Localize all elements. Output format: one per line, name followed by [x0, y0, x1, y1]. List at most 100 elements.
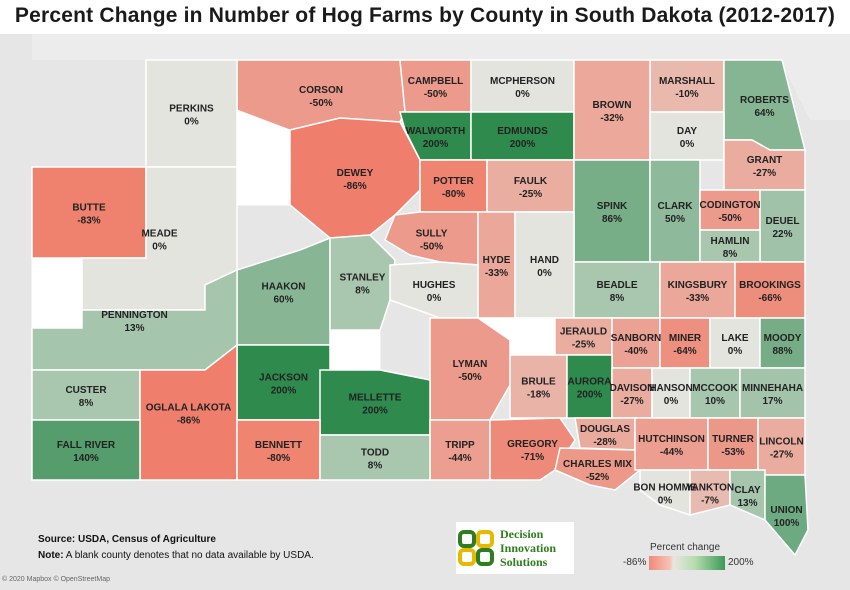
county-name-clark: CLARK	[658, 201, 694, 212]
county-name-mcpherson: MCPHERSON	[490, 76, 555, 87]
county-name-union: UNION	[770, 505, 802, 516]
county-name-turner: TURNER	[712, 434, 754, 445]
county-name-tripp: TRIPP	[445, 440, 475, 451]
county-name-grant: GRANT	[747, 155, 783, 166]
county-value-brookings: -66%	[758, 293, 781, 304]
county-value-turner: -53%	[721, 447, 744, 458]
county-value-spink: 86%	[602, 214, 622, 225]
county-value-haakon: 60%	[273, 295, 293, 306]
logo-line-3: Solutions	[500, 555, 548, 569]
county-lawrence-blank	[31, 257, 83, 329]
county-name-bon-homme: BON HOMME	[633, 483, 697, 494]
county-layer	[31, 59, 809, 557]
county-value-tripp: -44%	[448, 453, 471, 464]
county-value-bennett: -80%	[267, 453, 290, 464]
county-name-clay: CLAY	[734, 485, 761, 496]
county-name-roberts: ROBERTS	[740, 95, 789, 106]
county-value-mellette: 200%	[362, 406, 388, 417]
county-name-miner: MINER	[669, 333, 702, 344]
county-value-roberts: 64%	[754, 108, 774, 119]
county-value-hutchinson: -44%	[660, 447, 683, 458]
county-bon-homme[interactable]	[639, 469, 691, 517]
note-label: Note:	[38, 550, 64, 561]
county-name-fall-river: FALL RIVER	[57, 440, 116, 451]
county-name-hutchinson: HUTCHINSON	[638, 434, 705, 445]
county-name-jerauld: JERAULD	[560, 327, 607, 338]
county-name-deuel: DEUEL	[766, 216, 800, 227]
county-name-lincoln: LINCOLN	[759, 437, 803, 448]
county-value-brown: -32%	[600, 113, 623, 124]
county-value-hand: 0%	[537, 268, 552, 279]
county-name-beadle: BEADLE	[596, 280, 637, 291]
county-name-potter: POTTER	[433, 176, 474, 187]
county-value-stanley: 8%	[355, 286, 370, 297]
county-union[interactable]	[764, 474, 809, 557]
county-name-campbell: CAMPBELL	[408, 76, 464, 87]
county-value-mcpherson: 0%	[515, 89, 530, 100]
county-jones-blank	[329, 329, 381, 371]
map-canvas[interactable]: CORSON -50% CAMPBELL -50% MCPHERSON 0% MARSHAL…	[0, 34, 850, 590]
map-attribution[interactable]: © 2020 Mapbox © OpenStreetMap	[2, 576, 110, 583]
county-value-minnehaha: 17%	[762, 396, 782, 407]
county-value-union: 100%	[774, 518, 800, 529]
county-value-marshall: -10%	[675, 89, 698, 100]
county-dewey[interactable]	[289, 117, 421, 239]
county-name-brookings: BROOKINGS	[739, 280, 801, 291]
county-name-stanley: STANLEY	[340, 273, 386, 284]
county-value-hanson: 0%	[664, 396, 679, 407]
county-name-kingsbury: KINGSBURY	[668, 280, 728, 291]
legend-color-ramp	[649, 556, 725, 570]
county-value-grant: -27%	[753, 168, 776, 179]
county-value-hamlin: 8%	[723, 249, 738, 260]
county-value-lincoln: -27%	[770, 450, 793, 461]
north-dakota-region	[0, 34, 850, 120]
county-name-perkins: PERKINS	[169, 104, 214, 115]
county-value-jackson: 200%	[271, 386, 297, 397]
county-name-aurora: AURORA	[568, 377, 612, 388]
county-name-edmunds: EDMUNDS	[497, 126, 548, 137]
logo-text: Decision Innovation Solutions	[500, 527, 556, 569]
county-name-brule: BRULE	[521, 377, 556, 388]
county-value-day: 0%	[680, 139, 695, 150]
county-buffalo-blank	[476, 317, 556, 356]
county-value-kingsbury: -33%	[686, 293, 709, 304]
county-value-walworth: 200%	[423, 139, 449, 150]
county-name-custer: CUSTER	[65, 385, 107, 396]
county-value-deuel: 22%	[772, 229, 792, 240]
south-dakota-county-map: CORSON -50% CAMPBELL -50% MCPHERSON 0% MARSHAL…	[0, 34, 850, 590]
note-text: A blank county denotes that no data avai…	[65, 550, 314, 561]
legend-min-label: -86%	[623, 557, 647, 568]
logo-line-1: Decision	[500, 527, 544, 541]
county-name-butte: BUTTE	[72, 203, 106, 214]
county-value-faulk: -25%	[519, 189, 542, 200]
county-name-marshall: MARSHALL	[659, 76, 715, 87]
county-value-meade: 0%	[152, 242, 167, 253]
county-value-fall-river: 140%	[73, 453, 99, 464]
county-fall-river[interactable]	[31, 419, 141, 481]
county-value-edmunds: 200%	[510, 139, 536, 150]
county-value-jerauld: -25%	[572, 340, 595, 351]
county-name-bennett: BENNETT	[255, 440, 302, 451]
county-name-brown: BROWN	[593, 100, 632, 111]
county-todd[interactable]	[319, 434, 431, 481]
county-value-hughes: 0%	[427, 293, 442, 304]
county-name-day: DAY	[677, 126, 698, 137]
county-value-sully: -50%	[420, 242, 443, 253]
county-name-yankton: YANKTON	[686, 483, 734, 494]
county-value-gregory: -71%	[521, 452, 544, 463]
legend-max-label: 200%	[728, 557, 754, 568]
county-name-hanson: HANSON	[649, 383, 692, 394]
county-name-meade: MEADE	[141, 229, 177, 240]
county-name-walworth: WALWORTH	[406, 126, 465, 137]
county-name-lyman: LYMAN	[453, 359, 488, 370]
county-value-custer: 8%	[79, 398, 94, 409]
source-label: Source: USDA, Census of Agriculture	[38, 534, 216, 545]
county-name-hyde: HYDE	[483, 255, 511, 266]
county-value-hyde: -33%	[485, 268, 508, 279]
county-value-bon-homme: 0%	[658, 496, 673, 507]
county-name-faulk: FAULK	[514, 176, 548, 187]
county-name-sully: SULLY	[416, 229, 448, 240]
county-value-aurora: 200%	[577, 390, 603, 401]
county-value-codington: -50%	[718, 213, 741, 224]
county-value-mccook: 10%	[705, 396, 725, 407]
